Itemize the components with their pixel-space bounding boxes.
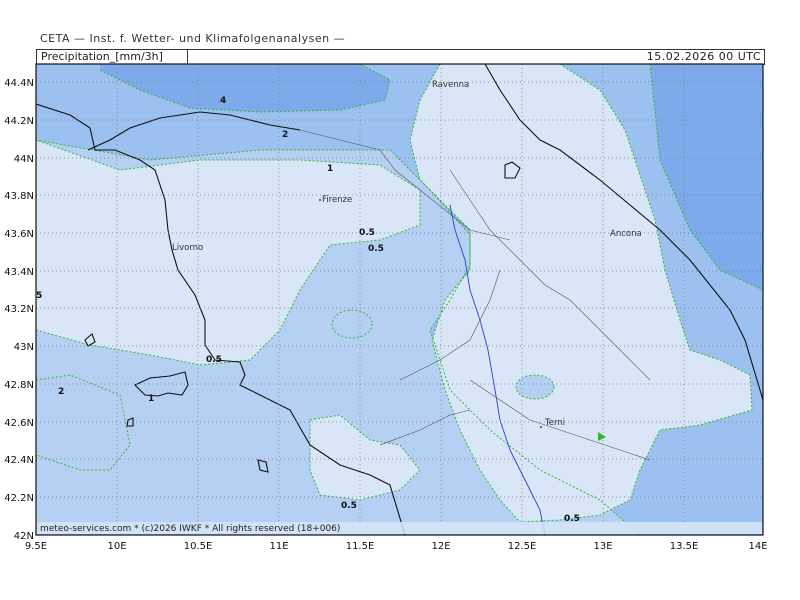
lat-tick: 43.8N: [4, 191, 34, 202]
variable-label: Precipitation_[mm/3h]: [41, 50, 163, 63]
lon-tick: 13E: [593, 541, 612, 552]
precip-band-lightest-s: [310, 415, 420, 500]
lat-tick: 42.4N: [4, 455, 34, 466]
footer-copyright: meteo-services.com * (c)2026 IWKF * All …: [40, 524, 340, 534]
city-dot-terni: [540, 426, 542, 428]
city-label-livorno: Livorno: [172, 243, 203, 253]
contour-label-05-b: 0.5: [368, 244, 384, 254]
lat-tick: 43N: [14, 342, 34, 353]
regional-borders: [299, 129, 651, 461]
lon-tick: 14E: [748, 541, 767, 552]
precip-band-lightest-e: [410, 64, 752, 522]
lat-tick: 43.2N: [4, 304, 34, 315]
footer-strip: [37, 522, 762, 534]
city-label-ancona: Ancona: [610, 229, 642, 239]
lon-tick: 11E: [269, 541, 288, 552]
precip-band-dark-n: [100, 64, 390, 112]
lon-axis: 9.5E 10E 10.5E 11E 11.5E 12E 12.5E 13E 1…: [25, 541, 768, 552]
precip-band-dark-ne: [650, 64, 763, 290]
contour-label-2-sw: 2: [58, 387, 64, 397]
map-frame: [35, 63, 764, 536]
precip-band-lightest-w: [36, 140, 420, 365]
city-label-ravenna: Ravenna: [432, 80, 469, 90]
contour-lines: [36, 64, 763, 535]
contour-label-05-a: 0.5: [359, 228, 375, 238]
coastlines: [36, 64, 763, 535]
city-dot-firenze: [319, 199, 321, 201]
contour-label-05-c: 0.5: [206, 355, 222, 365]
contour-label-5-edge: 5: [36, 291, 42, 301]
lat-tick: 42.2N: [4, 493, 34, 504]
lat-tick: 43.6N: [4, 229, 34, 240]
contour-label-05-d: 0.5: [341, 501, 357, 511]
lat-tick: 44.2N: [4, 116, 34, 127]
contour-label-1: 1: [327, 164, 333, 174]
lon-tick: 10E: [107, 541, 126, 552]
lon-tick: 11.5E: [346, 541, 375, 552]
contour-label-2: 2: [282, 130, 288, 140]
contour-label-4: 4: [220, 96, 226, 106]
graticule: [36, 64, 763, 535]
lat-tick: 44.4N: [4, 78, 34, 89]
lat-axis: 42N 42.2N 42.4N 42.6N 42.8N 43N 43.2N 43…: [4, 78, 34, 542]
lon-tick: 9.5E: [25, 541, 47, 552]
lat-tick: 42.8N: [4, 380, 34, 391]
lon-tick: 10.5E: [184, 541, 213, 552]
precip-blob-2: [516, 375, 554, 399]
precip-blob-1: [332, 310, 372, 338]
variable-label-box: [37, 49, 188, 64]
precipitation-field: [36, 64, 763, 535]
lat-tick: 42N: [14, 531, 34, 542]
lat-tick: 44N: [14, 154, 34, 165]
city-label-firenze: Firenze: [322, 195, 352, 205]
contour-label-05-e: 0.5: [564, 514, 580, 524]
header-title: CETA — Inst. f. Wetter- und Klimafolgena…: [40, 32, 346, 45]
lon-tick: 13.5E: [670, 541, 699, 552]
lon-tick: 12.5E: [508, 541, 537, 552]
lat-tick: 43.4N: [4, 267, 34, 278]
river-tiber: [449, 204, 546, 535]
lat-tick: 42.6N: [4, 418, 34, 429]
city-label-terni: Terni: [544, 418, 565, 428]
contour-label-1-elba: 1: [148, 394, 154, 404]
lon-tick: 12E: [431, 541, 450, 552]
date-label: 15.02.2026 00 UTC: [646, 50, 761, 63]
city-markers: [319, 199, 542, 428]
location-marker-icon: [598, 432, 606, 441]
